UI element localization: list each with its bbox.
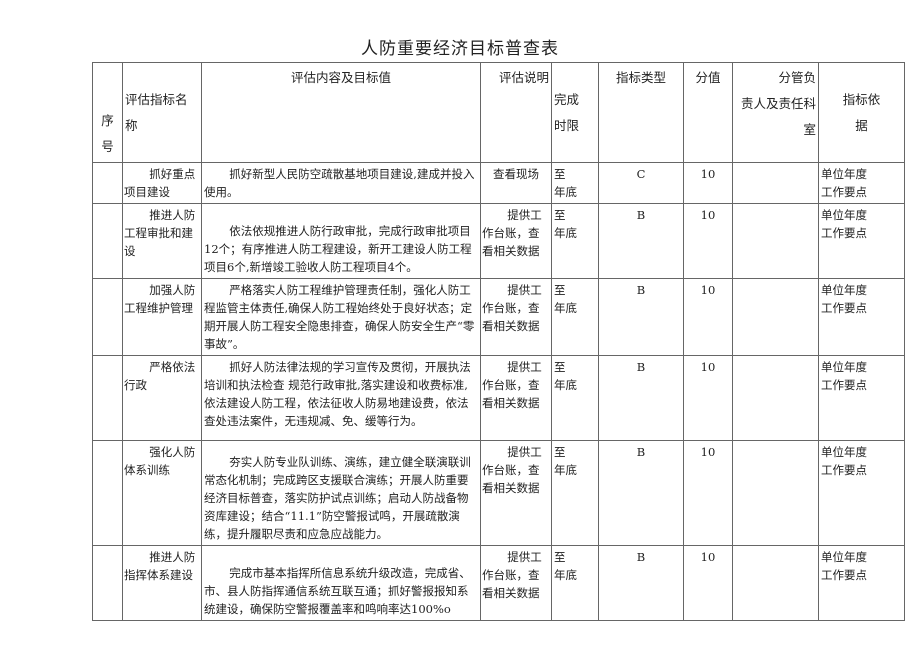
header-basis: 指标依 据 bbox=[818, 62, 905, 163]
header-score: 分值 bbox=[683, 62, 733, 163]
cell-seq bbox=[92, 162, 123, 204]
cell-basis: 单位年度 工作要点 bbox=[818, 203, 905, 279]
header-row: 序 号 评估指标名 称 评估内容及目标值 评估说明 完成 时限 指标类型 分值 … bbox=[92, 62, 905, 163]
cell-score: 10 bbox=[683, 278, 733, 356]
cell-dept bbox=[732, 545, 819, 621]
cell-score: 10 bbox=[683, 355, 733, 441]
cell-score: 10 bbox=[683, 545, 733, 621]
cell-desc: 查看现场 bbox=[480, 162, 552, 204]
cell-name: 强化人防体系训练 bbox=[122, 440, 202, 546]
cell-basis: 单位年度 工作要点 bbox=[818, 545, 905, 621]
cell-score: 10 bbox=[683, 440, 733, 546]
cell-type: C bbox=[598, 162, 684, 204]
cell-deadline: 至 年底 bbox=[551, 545, 599, 621]
cell-type: B bbox=[598, 278, 684, 356]
cell-content: 抓好人防法律法规的学习宣传及贯彻，开展执法培训和执法检查 规范行政审批,落实建设… bbox=[201, 355, 481, 441]
cell-dept bbox=[732, 440, 819, 546]
cell-seq bbox=[92, 278, 123, 356]
header-seq: 序 号 bbox=[92, 62, 123, 163]
cell-deadline: 至 年底 bbox=[551, 440, 599, 546]
cell-content: 夯实人防专业队训练、演练，建立健全联演联训常态化机制；完成跨区支援联合演练；开展… bbox=[201, 440, 481, 546]
cell-seq bbox=[92, 355, 123, 441]
evaluation-table: 序 号 评估指标名 称 评估内容及目标值 评估说明 完成 时限 指标类型 分值 … bbox=[92, 62, 905, 621]
header-type: 指标类型 bbox=[598, 62, 684, 163]
cell-basis: 单位年度 工作要点 bbox=[818, 162, 905, 204]
cell-score: 10 bbox=[683, 162, 733, 204]
cell-name: 推进人防工程审批和建设 bbox=[122, 203, 202, 279]
cell-name: 严格依法行政 bbox=[122, 355, 202, 441]
cell-seq bbox=[92, 440, 123, 546]
cell-name: 抓好重点项目建设 bbox=[122, 162, 202, 204]
table-row: 加强人防工程维护管理 严格落实人防工程维护管理责任制，强化人防工程监管主体责任,… bbox=[92, 278, 905, 356]
cell-seq bbox=[92, 203, 123, 279]
cell-score: 10 bbox=[683, 203, 733, 279]
cell-desc: 提供工作台账，查看相关数据 bbox=[480, 278, 552, 356]
cell-basis: 单位年度 工作要点 bbox=[818, 278, 905, 356]
cell-basis: 单位年度 工作要点 bbox=[818, 440, 905, 546]
cell-dept bbox=[732, 203, 819, 279]
cell-type: B bbox=[598, 440, 684, 546]
cell-dept bbox=[732, 278, 819, 356]
table-row: 推进人防工程审批和建设 依法依规推进人防行政审批，完成行政审批项目12个；有序推… bbox=[92, 203, 905, 279]
header-deadline: 完成 时限 bbox=[551, 62, 599, 163]
header-desc: 评估说明 bbox=[480, 62, 552, 163]
cell-deadline: 至 年底 bbox=[551, 355, 599, 441]
cell-content: 抓好新型人民防空疏散基地项目建设,建成并投入使用。 bbox=[201, 162, 481, 204]
cell-desc: 提供工作台账，查看相关数据 bbox=[480, 545, 552, 621]
cell-dept bbox=[732, 355, 819, 441]
cell-dept bbox=[732, 162, 819, 204]
cell-deadline: 至 年底 bbox=[551, 278, 599, 356]
cell-basis: 单位年度 工作要点 bbox=[818, 355, 905, 441]
cell-content: 严格落实人防工程维护管理责任制，强化人防工程监管主体责任,确保人防工程始终处于良… bbox=[201, 278, 481, 356]
cell-deadline: 至 年底 bbox=[551, 203, 599, 279]
table-row: 抓好重点项目建设 抓好新型人民防空疏散基地项目建设,建成并投入使用。 查看现场 … bbox=[92, 162, 905, 204]
cell-name: 加强人防工程维护管理 bbox=[122, 278, 202, 356]
table-row: 严格依法行政 抓好人防法律法规的学习宣传及贯彻，开展执法培训和执法检查 规范行政… bbox=[92, 355, 905, 441]
cell-desc: 提供工作台账，查看相关数据 bbox=[480, 355, 552, 441]
header-content: 评估内容及目标值 bbox=[201, 62, 481, 163]
cell-desc: 提供工作台账，查看相关数据 bbox=[480, 440, 552, 546]
cell-desc: 提供工作台账，查看相关数据 bbox=[480, 203, 552, 279]
cell-type: B bbox=[598, 355, 684, 441]
table-row: 强化人防体系训练 夯实人防专业队训练、演练，建立健全联演联训常态化机制；完成跨区… bbox=[92, 440, 905, 546]
cell-seq bbox=[92, 545, 123, 621]
cell-deadline: 至 年底 bbox=[551, 162, 599, 204]
table-row: 推进人防指挥体系建设 完成市基本指挥所信息系统升级改造，完成省、市、县人防指挥通… bbox=[92, 545, 905, 621]
cell-content: 完成市基本指挥所信息系统升级改造，完成省、市、县人防指挥通信系统互联互通；抓好警… bbox=[201, 545, 481, 621]
page-title: 人防重要经济目标普查表 bbox=[361, 39, 559, 59]
cell-name: 推进人防指挥体系建设 bbox=[122, 545, 202, 621]
cell-type: B bbox=[598, 203, 684, 279]
header-dept: 分管负 责人及责任科 室 bbox=[732, 62, 819, 163]
header-name: 评估指标名 称 bbox=[122, 62, 202, 163]
cell-content: 依法依规推进人防行政审批，完成行政审批项目12个；有序推进人防工程建设，新开工建… bbox=[201, 203, 481, 279]
cell-type: B bbox=[598, 545, 684, 621]
